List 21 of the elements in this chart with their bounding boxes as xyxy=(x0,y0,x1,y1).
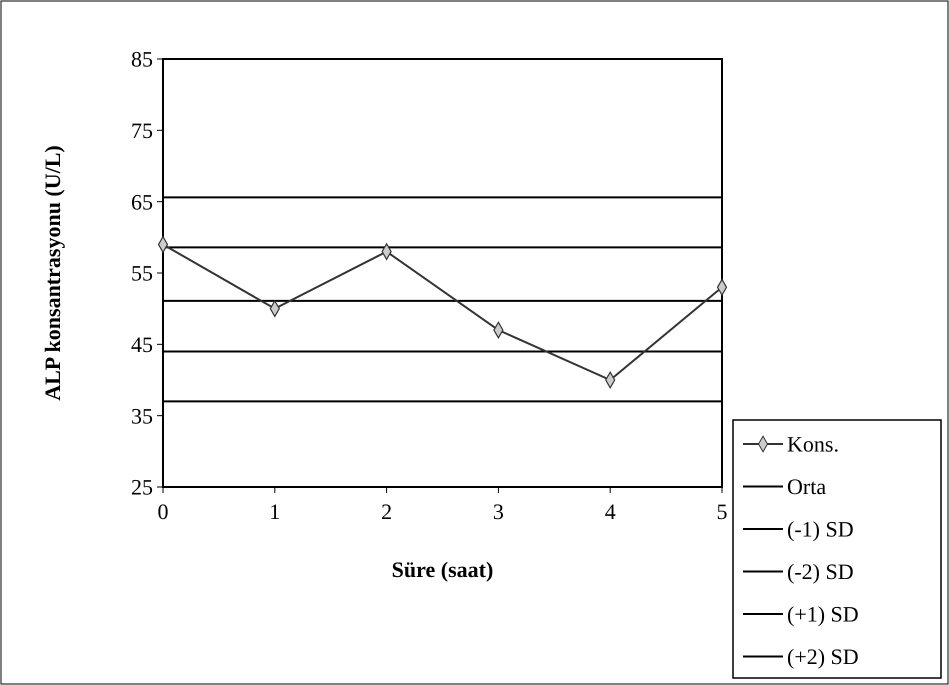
y-tick-label: 55 xyxy=(131,260,153,286)
legend-label: Kons. xyxy=(787,432,839,457)
y-tick-label: 75 xyxy=(131,118,153,144)
legend-label: (+2) SD xyxy=(787,644,859,670)
x-axis-title: Süre (saat) xyxy=(392,557,494,582)
x-tick-label: 1 xyxy=(269,499,280,524)
x-tick-label: 2 xyxy=(381,499,392,524)
legend-label: (-2) SD xyxy=(787,559,854,584)
x-tick-label: 4 xyxy=(604,499,616,524)
x-tick-label: 5 xyxy=(716,499,728,524)
x-tick-label: 0 xyxy=(158,499,168,524)
y-tick-label: 35 xyxy=(131,403,153,428)
legend-label: (-1) SD xyxy=(787,516,854,542)
x-tick-label: 3 xyxy=(492,499,504,524)
y-tick-label: 65 xyxy=(131,189,153,214)
legend-label: (+1) SD xyxy=(787,602,859,627)
legend-label: Orta xyxy=(787,474,826,500)
y-tick-label: 45 xyxy=(131,332,153,358)
y-tick-label: 25 xyxy=(131,474,153,500)
y-axis-title: ALP konsantrasyonu (U/L) xyxy=(40,145,65,401)
y-tick-label: 85 xyxy=(131,46,153,72)
